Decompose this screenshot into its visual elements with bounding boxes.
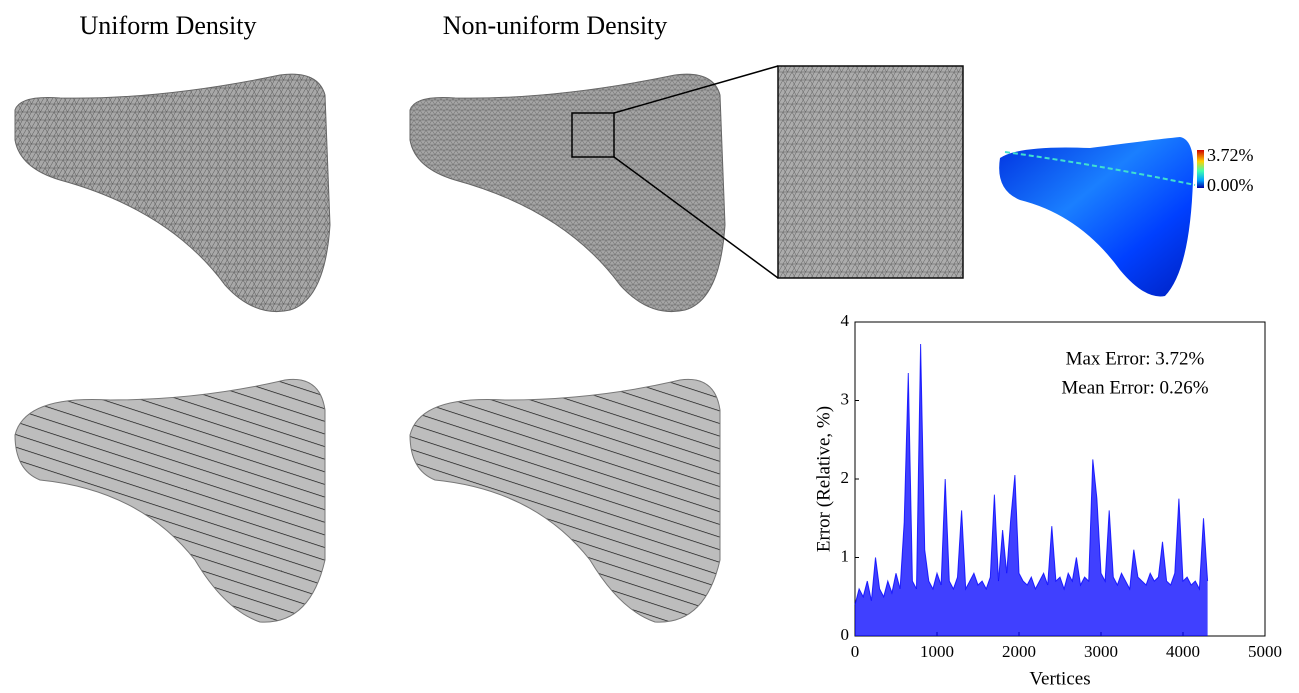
error-area [855, 343, 1208, 636]
column-title: Uniform Density [80, 11, 257, 40]
y-tick-label: 1 [841, 546, 850, 565]
y-tick-label: 2 [841, 468, 850, 487]
x-tick-label: 1000 [920, 642, 954, 661]
y-tick-label: 3 [841, 389, 850, 408]
annotation: Max Error: 3.72% [1066, 348, 1205, 369]
x-tick-label: 5000 [1248, 642, 1282, 661]
annotation: Mean Error: 0.26% [1061, 377, 1208, 398]
colorbar-label: 3.72% [1207, 145, 1254, 165]
x-tick-label: 3000 [1084, 642, 1118, 661]
x-axis-label: Vertices [1029, 668, 1090, 689]
x-tick-label: 2000 [1002, 642, 1036, 661]
y-tick-label: 4 [841, 311, 850, 330]
saddle-meshes [14, 65, 1204, 623]
plot: 0 1000 2000 3000 4000 5000 0 1 2 3 4 [841, 311, 1283, 661]
x-tick-label: 0 [851, 642, 860, 661]
error-line [854, 343, 1209, 605]
y-tick-label: 0 [841, 625, 850, 644]
column-title: Non-uniform Density [443, 11, 668, 40]
colorbar-label: 0.00% [1207, 175, 1254, 195]
x-tick-label: 4000 [1166, 642, 1200, 661]
y-axis-label: Error (Relative, %) [813, 406, 834, 552]
